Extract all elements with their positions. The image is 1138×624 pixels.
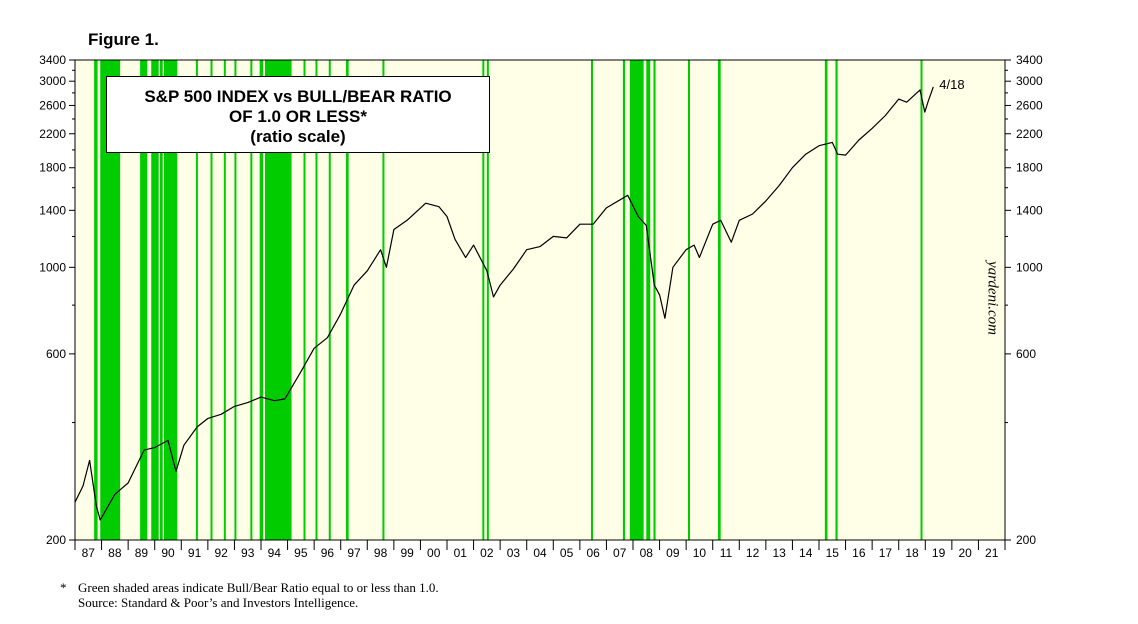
x-tick-label: 03 bbox=[507, 546, 521, 560]
x-tick-label: 16 bbox=[852, 546, 866, 560]
x-tick-label: 02 bbox=[480, 546, 494, 560]
chart-title-line-3: (ratio scale) bbox=[250, 127, 346, 146]
x-tick-label: 21 bbox=[985, 546, 999, 560]
x-tick-label: 88 bbox=[108, 546, 122, 560]
shading-band bbox=[210, 60, 213, 540]
shading-band bbox=[303, 60, 306, 540]
y-tick-label-left: 600 bbox=[46, 347, 66, 361]
shading-band bbox=[195, 60, 198, 540]
shading-band bbox=[234, 60, 237, 540]
shading-band bbox=[718, 60, 721, 540]
footnote: * Green shaded areas indicate Bull/Bear R… bbox=[60, 580, 439, 610]
x-tick-label: 17 bbox=[879, 546, 893, 560]
shading-band bbox=[486, 60, 489, 540]
x-tick-label: 09 bbox=[666, 546, 680, 560]
x-tick-label: 12 bbox=[746, 546, 760, 560]
x-tick-label: 10 bbox=[693, 546, 707, 560]
series-layer: 4/18 bbox=[74, 77, 965, 521]
shading-band bbox=[688, 60, 691, 540]
x-tick-label: 90 bbox=[161, 546, 175, 560]
x-tick-label: 20 bbox=[958, 546, 972, 560]
x-tick-label: 11 bbox=[720, 546, 733, 560]
footnote-text: Green shaded areas indicate Bull/Bear Ra… bbox=[78, 580, 439, 595]
x-tick-label: 01 bbox=[454, 546, 468, 560]
y-tick-label-right: 2200 bbox=[1016, 127, 1043, 141]
y-tick-label-right: 2600 bbox=[1016, 98, 1043, 112]
shading-band bbox=[482, 60, 485, 540]
y-tick-label-left: 1400 bbox=[39, 203, 66, 217]
shading-band bbox=[591, 60, 594, 540]
x-tick-label: 18 bbox=[905, 546, 919, 560]
shading-band bbox=[328, 60, 331, 540]
x-tick-label: 14 bbox=[799, 546, 813, 560]
shading-band bbox=[835, 60, 838, 540]
shading-band bbox=[646, 60, 651, 540]
y-tick-label-right: 3400 bbox=[1016, 53, 1043, 67]
end-date-label: 4/18 bbox=[939, 77, 964, 92]
y-tick-label-left: 1000 bbox=[39, 260, 66, 274]
chart-title-line-2: OF 1.0 OR LESS* bbox=[229, 107, 367, 126]
x-tick-label: 87 bbox=[82, 546, 96, 560]
x-tick-label: 95 bbox=[294, 546, 308, 560]
footnote-marker: * bbox=[60, 580, 67, 595]
shading-band bbox=[315, 60, 318, 540]
shading-band bbox=[382, 60, 385, 540]
shading-band bbox=[160, 60, 163, 540]
shading-band bbox=[824, 60, 828, 540]
x-tick-label: 15 bbox=[826, 546, 840, 560]
footnote-source: Source: Standard & Poor’s and Investors … bbox=[78, 595, 359, 610]
y-tick-label-right: 600 bbox=[1016, 347, 1036, 361]
shading-band bbox=[223, 60, 226, 540]
shading-band bbox=[164, 60, 178, 540]
x-tick-label: 92 bbox=[214, 546, 228, 560]
y-tick-label-left: 2200 bbox=[39, 127, 66, 141]
x-tick-label: 94 bbox=[268, 546, 282, 560]
x-tick-label: 98 bbox=[374, 546, 388, 560]
shading-band bbox=[622, 60, 626, 540]
x-tick-label: 93 bbox=[241, 546, 255, 560]
shading-band bbox=[259, 60, 264, 540]
y-tick-label-right: 200 bbox=[1016, 533, 1036, 547]
x-tick-label: 04 bbox=[533, 546, 547, 560]
y-tick-label-left: 2600 bbox=[39, 98, 66, 112]
shading-band bbox=[100, 60, 121, 540]
shading-band bbox=[94, 60, 98, 540]
x-tick-label: 13 bbox=[772, 546, 786, 560]
chart-title-box: S&P 500 INDEX vs BULL/BEAR RATIO OF 1.0 … bbox=[106, 76, 490, 153]
y-tick-label-right: 3000 bbox=[1016, 74, 1043, 88]
y-tick-label-left: 200 bbox=[46, 533, 66, 547]
x-tick-label: 89 bbox=[135, 546, 149, 560]
shading-band bbox=[920, 60, 923, 540]
y-tick-label-left: 3000 bbox=[39, 74, 66, 88]
y-tick-label-left: 1800 bbox=[39, 161, 66, 175]
series-line bbox=[74, 86, 934, 521]
shading-band bbox=[140, 60, 148, 540]
chart-title-line-1: S&P 500 INDEX vs BULL/BEAR RATIO bbox=[144, 87, 452, 106]
x-tick-label: 05 bbox=[560, 546, 574, 560]
figure-label: Figure 1. bbox=[88, 30, 159, 49]
y-tick-label-right: 1800 bbox=[1016, 161, 1043, 175]
shading-band bbox=[653, 60, 656, 540]
x-tick-label: 00 bbox=[427, 546, 441, 560]
y-tick-label-right: 1400 bbox=[1016, 203, 1043, 217]
watermark: yardeni.com bbox=[984, 260, 1001, 336]
y-tick-label-right: 1000 bbox=[1016, 260, 1043, 274]
plot-frame bbox=[74, 59, 1006, 541]
x-tick-label: 97 bbox=[347, 546, 361, 560]
x-tick-label: 99 bbox=[400, 546, 414, 560]
x-tick-label: 96 bbox=[321, 546, 335, 560]
shading-band bbox=[151, 60, 159, 540]
shading-band bbox=[629, 60, 644, 540]
y-tick-label-left: 3400 bbox=[39, 53, 66, 67]
x-tick-label: 08 bbox=[640, 546, 654, 560]
x-tick-label: 06 bbox=[586, 546, 600, 560]
x-tick-label: 19 bbox=[932, 546, 946, 560]
x-tick-label: 07 bbox=[613, 546, 627, 560]
shading-band bbox=[250, 60, 253, 540]
x-tick-label: 91 bbox=[188, 546, 202, 560]
